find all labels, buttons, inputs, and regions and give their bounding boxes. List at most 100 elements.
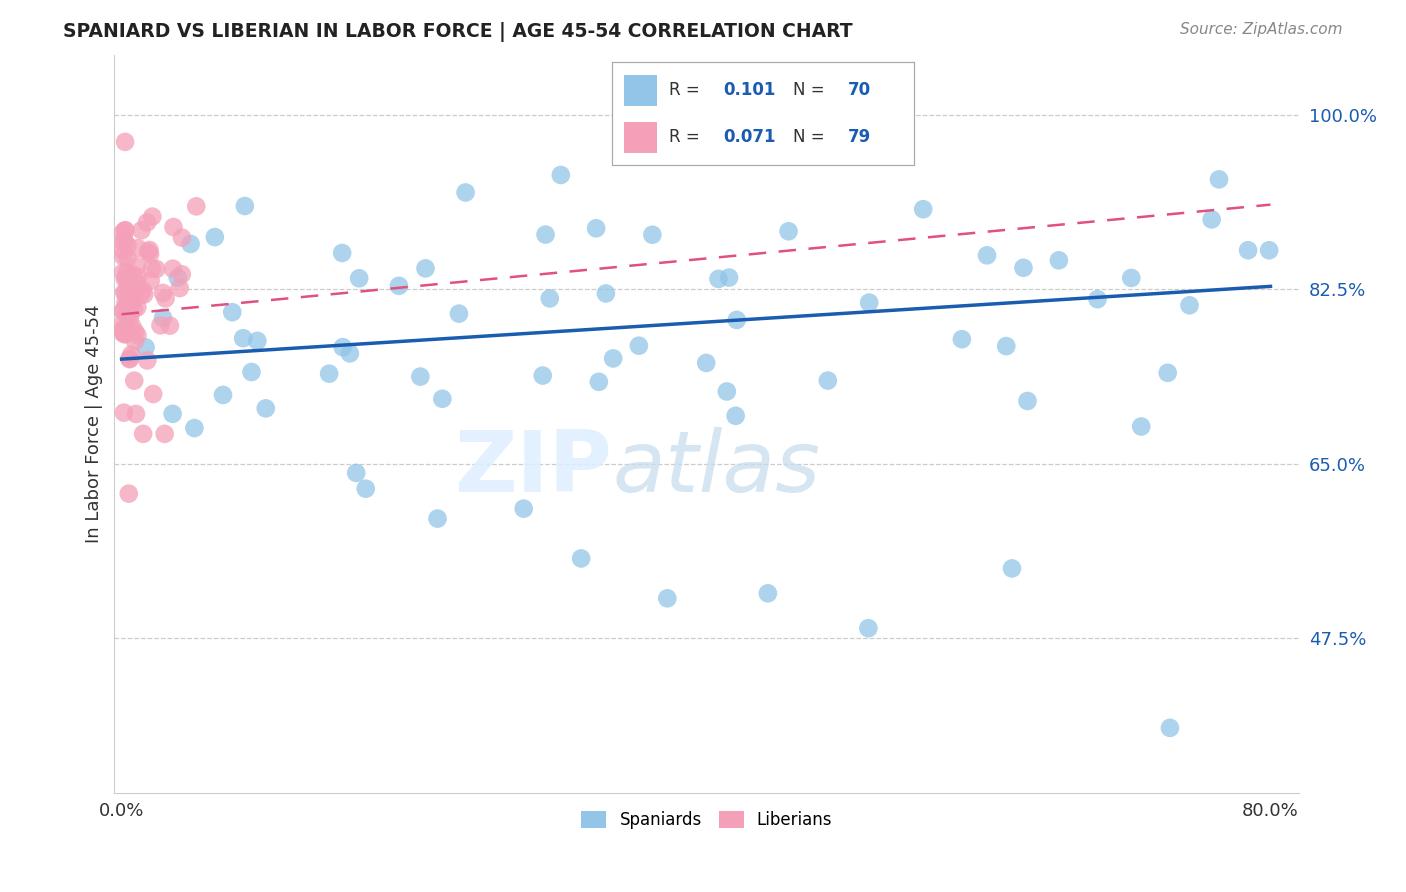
Point [602,351,624,366]
Point [512,501,534,516]
Point [724,409,747,423]
Point [152,285,174,300]
Point [1178,298,1201,312]
Point [162,407,184,421]
Point [122,268,145,282]
Point [180,236,202,251]
Point [1258,244,1281,258]
Point [170,230,193,244]
Point [1001,561,1024,575]
Point [115,265,138,279]
Point [125,407,148,421]
Text: atlas: atlas [612,426,820,509]
Point [169,281,191,295]
Point [454,186,477,200]
Point [112,304,135,318]
Point [858,295,880,310]
Point [817,374,839,388]
Point [112,321,135,335]
Point [159,318,181,333]
Text: R =: R = [669,81,704,99]
Point [1159,721,1181,735]
Point [117,303,139,318]
Point [127,328,149,343]
Point [1121,271,1143,285]
Point [141,210,163,224]
Point [588,375,610,389]
Point [1201,212,1223,227]
Text: Source: ZipAtlas.com: Source: ZipAtlas.com [1180,22,1343,37]
Point [139,247,162,261]
Point [120,310,142,325]
Point [114,285,136,300]
Point [118,486,141,500]
Point [170,267,193,281]
Text: R =: R = [669,128,704,146]
Point [627,339,650,353]
Bar [624,122,657,153]
Point [112,406,135,420]
Point [166,270,188,285]
Text: N =: N = [793,81,830,99]
Point [531,368,554,383]
Text: 0.071: 0.071 [724,128,776,146]
Point [1047,253,1070,268]
Point [641,227,664,242]
Point [534,227,557,242]
Point [162,261,184,276]
Point [912,202,935,217]
Point [595,286,617,301]
Point [112,249,135,263]
Point [125,260,148,274]
Point [136,244,159,259]
Point [778,224,800,238]
Point [756,586,779,600]
Point [716,384,738,399]
Point [538,292,561,306]
Text: ZIP: ZIP [454,426,612,509]
Point [127,241,149,255]
Point [127,270,149,285]
Point [132,284,155,298]
Point [1012,260,1035,275]
Point [134,287,156,301]
Point [122,374,145,388]
Point [354,482,377,496]
Bar [624,75,657,105]
Point [186,199,208,213]
Point [233,199,256,213]
Point [858,621,880,635]
Point [114,135,136,149]
Point [117,251,139,265]
Point [122,302,145,317]
Point [1017,394,1039,409]
Point [139,274,162,288]
Point [121,297,143,311]
Point [344,466,367,480]
Point [112,243,135,257]
Point [120,348,142,362]
Point [114,270,136,285]
Point [117,310,139,324]
Point [1130,419,1153,434]
Point [145,262,167,277]
Point [118,285,141,299]
Point [162,220,184,235]
Point [114,295,136,310]
Point [318,367,340,381]
Point [550,168,572,182]
Text: 0.101: 0.101 [724,81,776,99]
Point [138,243,160,257]
Point [115,304,138,318]
Point [240,365,263,379]
Point [117,238,139,252]
Point [432,392,454,406]
Point [112,265,135,279]
Point [141,261,163,276]
Point [114,272,136,286]
Point [124,285,146,300]
Point [121,319,143,334]
Point [569,551,592,566]
Point [718,270,741,285]
Point [136,353,159,368]
